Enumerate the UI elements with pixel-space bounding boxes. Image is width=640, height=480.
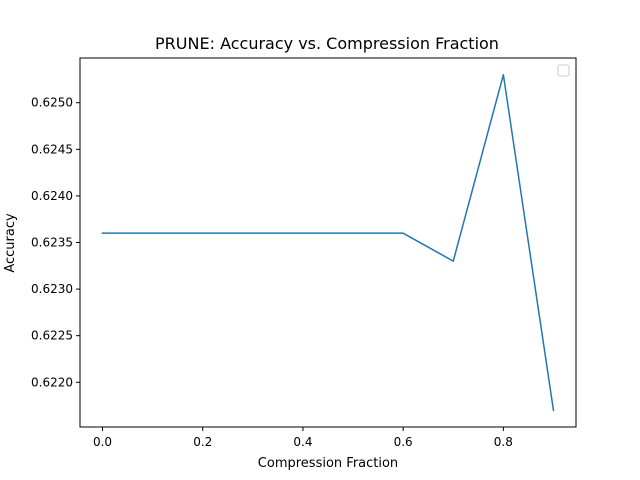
x-tick-label: 0.6 bbox=[394, 435, 413, 449]
y-tick-label: 0.6245 bbox=[31, 142, 73, 156]
y-tick-label: 0.6230 bbox=[31, 282, 73, 296]
y-tick-label: 0.6250 bbox=[31, 96, 73, 110]
legend-box bbox=[557, 64, 570, 77]
chart-title: PRUNE: Accuracy vs. Compression Fraction bbox=[155, 34, 499, 53]
y-tick-label: 0.6235 bbox=[31, 236, 73, 250]
plot-frame bbox=[79, 57, 577, 428]
y-tick-label: 0.6225 bbox=[31, 329, 73, 343]
series-line-0 bbox=[101, 74, 555, 412]
x-tick-label: 0.0 bbox=[93, 435, 112, 449]
ticks-layer: 0.0 0.2 0.4 0.6 0.8 0.6220 0.6225 0.6230 0.6235 0… bbox=[31, 96, 513, 449]
x-axis-label: Compression Fraction bbox=[258, 456, 398, 471]
x-tick-label: 0.8 bbox=[494, 435, 513, 449]
y-tick-label: 0.6220 bbox=[31, 375, 73, 389]
series-layer bbox=[101, 74, 555, 412]
x-tick-label: 0.4 bbox=[293, 435, 312, 449]
y-axis-label: Accuracy bbox=[3, 213, 18, 273]
y-tick-label: 0.6240 bbox=[31, 189, 73, 203]
x-tick-label: 0.2 bbox=[193, 435, 212, 449]
